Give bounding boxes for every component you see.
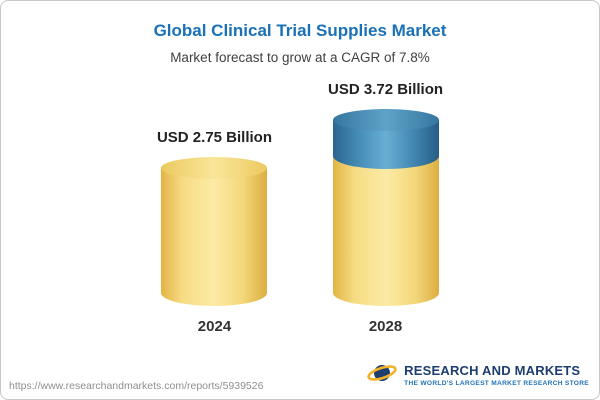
footer: https://www.researchandmarkets.com/repor…: [1, 355, 599, 399]
brand-name: RESEARCH AND MARKETS: [404, 363, 581, 379]
cylinder-body-yellow: [161, 168, 268, 306]
chart-title: Global Clinical Trial Supplies Market: [153, 21, 447, 40]
bar-column-2028: USD 3.72 Billion 2028: [328, 81, 443, 335]
cylinder-top-ellipse: [161, 157, 268, 179]
brand-logo: RESEARCH AND MARKETS THE WORLD'S LARGEST…: [366, 359, 589, 392]
value-label-2028: USD 3.72 Billion: [328, 81, 444, 98]
bar-column-2024: USD 2.75 Billion 2024: [157, 129, 272, 335]
chart-header: Global Clinical Trial Supplies Market Ma…: [1, 1, 599, 65]
growth-top-ellipse: [332, 109, 439, 131]
cylinder-2028: [332, 109, 439, 306]
value-label-2024: USD 2.75 Billion: [156, 129, 272, 146]
brand-tagline: THE WORLD'S LARGEST MARKET RESEARCH STOR…: [404, 379, 589, 387]
globe-orbit-icon: [366, 359, 398, 392]
cylinder-2024: [161, 157, 268, 306]
brand-text: RESEARCH AND MARKETS THE WORLD'S LARGEST…: [404, 364, 589, 387]
year-label-2024: 2024: [197, 318, 232, 335]
chart-area: USD 2.75 Billion 2024 USD 3.72 Billion 2…: [1, 67, 599, 335]
source-url: https://www.researchandmarkets.com/repor…: [9, 380, 264, 392]
year-label-2028: 2028: [368, 318, 403, 335]
chart-subtitle: Market forecast to grow at a CAGR of 7.8…: [170, 50, 430, 65]
